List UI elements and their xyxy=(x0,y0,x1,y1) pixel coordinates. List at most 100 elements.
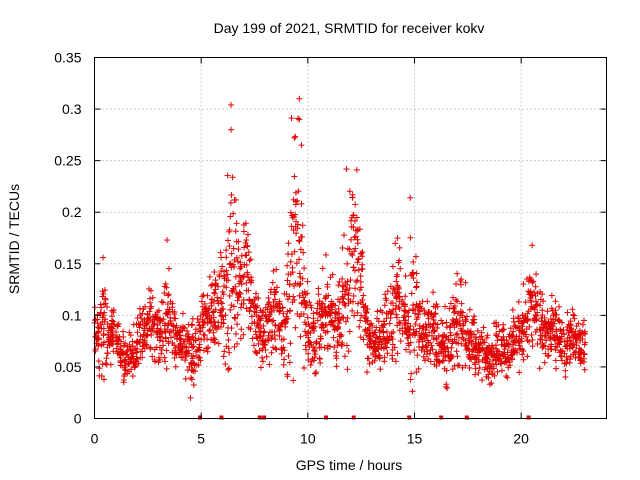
data-point xyxy=(109,325,116,332)
data-point xyxy=(486,381,493,388)
data-point xyxy=(357,273,364,280)
data-point xyxy=(366,360,373,367)
data-point xyxy=(143,333,150,340)
y-tick-label: 0.35 xyxy=(54,50,81,66)
data-point xyxy=(268,349,275,356)
data-point xyxy=(110,348,117,355)
data-point xyxy=(223,254,230,261)
data-point xyxy=(100,301,107,308)
data-point xyxy=(350,264,357,271)
data-point xyxy=(136,305,143,312)
data-point xyxy=(500,321,507,328)
data-point xyxy=(402,273,409,280)
data-point xyxy=(533,271,540,278)
data-point xyxy=(532,283,539,290)
data-point xyxy=(120,377,127,384)
data-point xyxy=(123,351,130,358)
data-point xyxy=(232,273,239,280)
data-point xyxy=(280,361,287,368)
data-point xyxy=(141,325,148,332)
data-point xyxy=(456,362,463,369)
data-point xyxy=(227,213,234,220)
data-point xyxy=(276,327,283,334)
data-point xyxy=(454,353,461,360)
data-point xyxy=(290,293,297,300)
data-point xyxy=(233,220,240,227)
data-point xyxy=(146,308,153,315)
data-point xyxy=(234,321,241,328)
data-point xyxy=(304,278,311,285)
data-point xyxy=(101,318,108,325)
data-point xyxy=(102,296,109,303)
data-point xyxy=(562,373,569,380)
data-point xyxy=(244,231,251,238)
data-point xyxy=(273,266,280,273)
data-point xyxy=(285,352,292,359)
data-point xyxy=(443,319,450,326)
data-point xyxy=(316,355,323,362)
data-point xyxy=(504,374,511,381)
data-point xyxy=(536,365,543,372)
data-point xyxy=(108,340,115,347)
data-point xyxy=(194,315,201,322)
data-point xyxy=(556,303,563,310)
data-point xyxy=(133,349,140,356)
data-point xyxy=(103,355,110,362)
data-point xyxy=(312,370,319,377)
data-point xyxy=(134,337,141,344)
data-point xyxy=(315,291,322,298)
data-point xyxy=(136,324,143,331)
data-point xyxy=(120,333,127,340)
data-point xyxy=(350,292,357,299)
y-axis-label: SRMTID / TECUs xyxy=(6,184,22,294)
data-point xyxy=(147,345,154,352)
data-point xyxy=(190,381,197,388)
data-point xyxy=(408,370,415,377)
data-point xyxy=(100,290,107,297)
data-point xyxy=(432,350,439,357)
data-point xyxy=(304,314,311,321)
data-point xyxy=(234,297,241,304)
data-point xyxy=(243,243,250,250)
data-point xyxy=(110,318,117,325)
data-point xyxy=(343,166,350,173)
data-point xyxy=(122,340,129,347)
data-point xyxy=(232,228,239,235)
data-point xyxy=(228,192,235,199)
data-point xyxy=(479,377,486,384)
data-point xyxy=(356,323,363,330)
data-point xyxy=(95,328,102,335)
data-point xyxy=(253,334,260,341)
data-point xyxy=(259,354,266,361)
data-point xyxy=(118,338,125,345)
data-point xyxy=(95,358,102,365)
data-point xyxy=(394,235,401,242)
data-point xyxy=(405,313,412,320)
data-point xyxy=(294,197,301,204)
data-point xyxy=(389,263,396,270)
data-point xyxy=(580,317,587,324)
data-point xyxy=(397,265,404,272)
data-point xyxy=(322,295,329,302)
data-point xyxy=(340,232,347,239)
data-point xyxy=(301,265,308,272)
data-point xyxy=(104,304,111,311)
data-point xyxy=(143,321,150,328)
data-point xyxy=(528,331,535,338)
data-point xyxy=(158,298,165,305)
data-point xyxy=(352,201,359,208)
data-point xyxy=(182,375,189,382)
data-point xyxy=(299,222,306,229)
data-point xyxy=(134,355,141,362)
data-point xyxy=(544,308,551,315)
data-point xyxy=(139,310,146,317)
x-tick-label: 10 xyxy=(300,431,316,447)
data-point xyxy=(524,353,531,360)
data-point xyxy=(346,188,353,195)
data-point xyxy=(134,329,141,336)
data-point xyxy=(189,344,196,351)
data-point xyxy=(297,333,304,340)
data-point xyxy=(129,350,136,357)
data-point xyxy=(232,196,239,203)
data-point xyxy=(552,357,559,364)
